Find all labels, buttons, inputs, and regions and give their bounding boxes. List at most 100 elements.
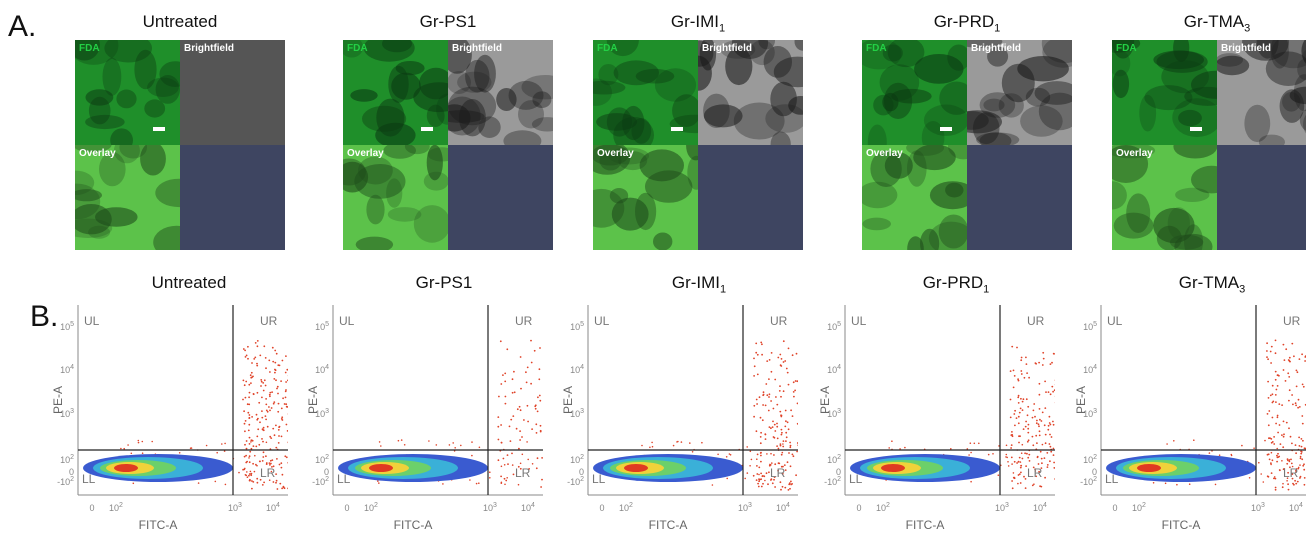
event-dot — [1047, 464, 1049, 466]
event-dot — [282, 397, 284, 399]
event-dot — [269, 436, 271, 438]
event-dot — [756, 399, 758, 401]
event-dot — [243, 410, 245, 412]
flow-plot-title: Gr-TMA3 — [1093, 273, 1306, 295]
event-dot — [519, 406, 521, 408]
event-dot — [751, 459, 753, 461]
y-tick-label: -102 — [824, 476, 841, 487]
quadrant-label-ul: UL — [84, 314, 100, 328]
event-dot — [521, 436, 523, 438]
event-dot — [257, 345, 259, 347]
event-dot — [535, 408, 537, 410]
event-dot — [782, 446, 784, 448]
event-dot — [776, 445, 778, 447]
event-dot — [1020, 467, 1022, 469]
event-dot — [797, 403, 798, 405]
event-dot — [541, 457, 543, 459]
event-dot — [1276, 389, 1278, 391]
event-dot — [512, 392, 514, 394]
event-dot — [275, 447, 277, 449]
blank-image — [698, 145, 803, 250]
quadrant-label-ul: UL — [339, 314, 355, 328]
event-dot — [747, 472, 749, 474]
event-dot — [131, 453, 133, 455]
event-dot — [1299, 358, 1301, 360]
event-dot — [1045, 442, 1047, 444]
event-dot — [287, 488, 288, 490]
event-dot — [797, 442, 798, 444]
event-dot — [767, 483, 769, 485]
event-dot — [776, 404, 778, 406]
x-tick-label: 103 — [995, 502, 1009, 513]
event-dot — [262, 441, 264, 443]
event-dot — [263, 482, 265, 484]
event-dot — [1010, 399, 1012, 401]
event-dot — [769, 426, 771, 428]
event-dot — [505, 480, 507, 482]
event-dot — [781, 432, 783, 434]
event-dot — [1021, 357, 1023, 359]
event-dot — [261, 397, 263, 399]
event-dot — [1276, 448, 1278, 450]
event-dot — [1176, 484, 1178, 486]
event-dot — [1287, 372, 1289, 374]
quadrant-label-lr: LR — [770, 466, 786, 480]
event-dot — [249, 461, 251, 463]
event-dot — [247, 476, 249, 478]
event-dot — [904, 447, 906, 449]
event-dot — [256, 465, 258, 467]
event-dot — [1288, 400, 1290, 402]
event-dot — [779, 411, 781, 413]
event-dot — [500, 383, 502, 385]
event-dot — [1277, 415, 1279, 417]
event-dot — [221, 443, 223, 445]
event-dot — [514, 391, 516, 393]
event-dot — [1289, 461, 1291, 463]
event-dot — [280, 380, 282, 382]
event-dot — [500, 340, 502, 342]
event-dot — [1053, 462, 1055, 464]
event-dot — [534, 405, 536, 407]
event-dot — [1032, 444, 1034, 446]
event-dot — [1037, 456, 1039, 458]
brightfield-tile: Brightfield — [1217, 40, 1306, 145]
event-dot — [765, 405, 767, 407]
event-dot — [254, 471, 256, 473]
event-dot — [1032, 417, 1034, 419]
event-dot — [255, 342, 257, 344]
event-dot — [284, 487, 286, 489]
event-dot — [501, 482, 503, 484]
event-dot — [537, 396, 539, 398]
event-dot — [1039, 394, 1041, 396]
event-dot — [512, 378, 514, 380]
event-dot — [1018, 402, 1020, 404]
event-dot — [1266, 342, 1268, 344]
event-dot — [1014, 425, 1016, 427]
overlay-label: Overlay — [79, 148, 116, 159]
blank-image — [1217, 145, 1306, 250]
brightfield-image — [180, 40, 285, 145]
event-dot — [746, 446, 748, 448]
event-dot — [768, 410, 770, 412]
x-tick-label: 0 — [856, 503, 861, 513]
event-dot — [1039, 430, 1041, 432]
event-dot — [1267, 475, 1269, 477]
event-dot — [1300, 457, 1302, 459]
quadrant-label-ul: UL — [851, 314, 867, 328]
event-dot — [772, 421, 774, 423]
event-dot — [1249, 477, 1251, 479]
event-dot — [762, 483, 764, 485]
event-dot — [760, 461, 762, 463]
event-dot — [498, 459, 500, 461]
quadrant-label-ll: LL — [82, 472, 96, 486]
event-dot — [1035, 435, 1037, 437]
event-dot — [278, 442, 280, 444]
x-tick-label: 104 — [1033, 502, 1047, 513]
quadrant-label-ur: UR — [260, 314, 278, 328]
event-dot — [676, 441, 678, 443]
event-dot — [998, 474, 1000, 476]
event-dot — [518, 448, 520, 450]
event-dot — [436, 444, 438, 446]
event-dot — [788, 452, 790, 454]
event-dot — [1027, 457, 1029, 459]
